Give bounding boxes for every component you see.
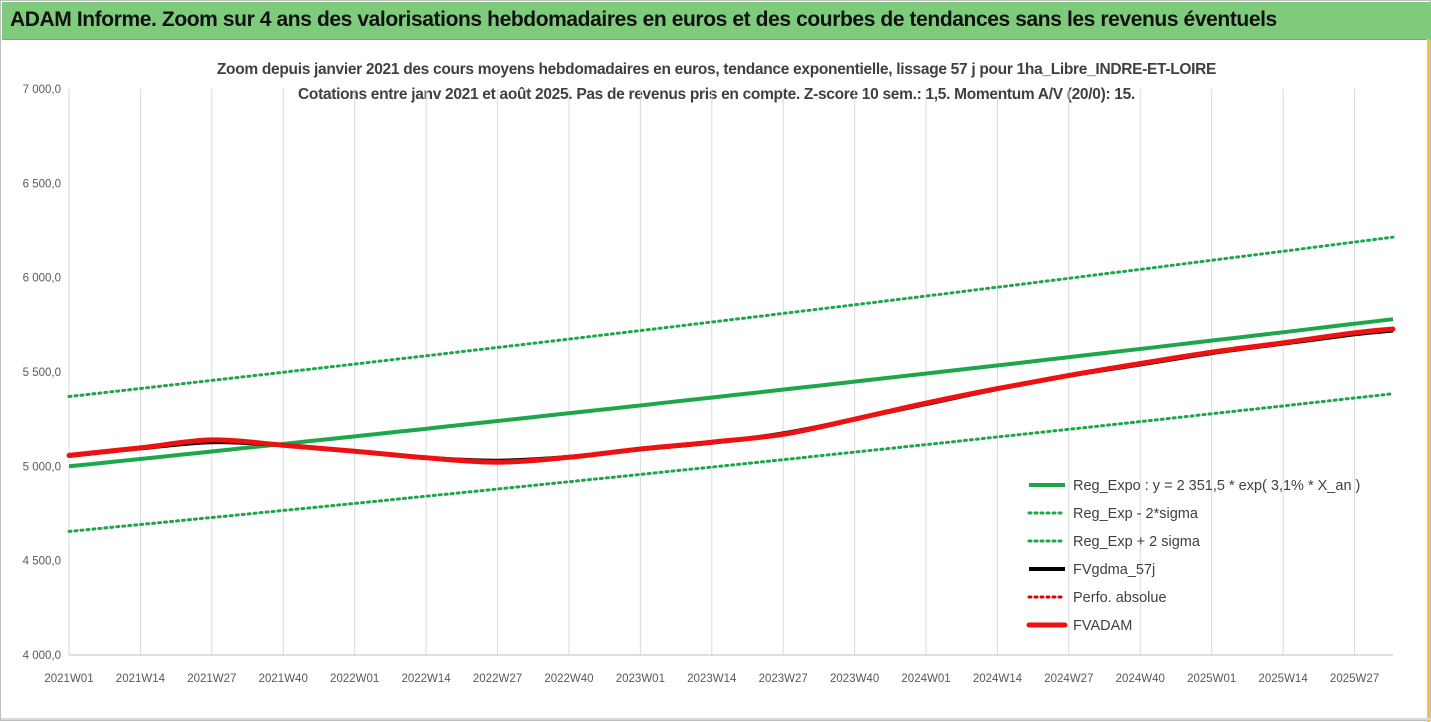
chart-series (66, 235, 1396, 533)
frame-edge-right (1427, 39, 1430, 722)
report-banner: ADAM Informe. Zoom sur 4 ans des valoris… (2, 2, 1431, 40)
frame-edge-bottom (1, 718, 1431, 720)
x-tick-label: 2024W14 (973, 673, 1023, 685)
x-axis-ticks: 2021W01 2021W14 2021W27 2021W40 2022W01 2022W… (44, 673, 1379, 685)
x-tick-label: 2022W40 (544, 673, 593, 685)
legend-label-1: Reg_Exp - 2*sigma (1073, 506, 1199, 522)
y-tick-label: 4 500,0 (23, 556, 61, 568)
x-tick-label: 2024W27 (1044, 673, 1093, 685)
x-tick-label: 2025W14 (1259, 673, 1309, 685)
legend-label-0: Reg_Expo : y = 2 351,5 * exp( 3,1% * X_a… (1073, 478, 1360, 494)
x-tick-label: 2024W40 (1116, 673, 1165, 685)
series-line-2 (67, 235, 1395, 398)
x-tick-label: 2023W40 (830, 673, 879, 685)
chart-title: Zoom depuis janvier 2021 des cours moyen… (216, 61, 1217, 78)
x-tick-label: 2021W27 (187, 673, 236, 685)
report-title: ADAM Informe. Zoom sur 4 ans des valoris… (10, 8, 1277, 31)
legend-label-5: FVADAM (1073, 618, 1132, 634)
x-tick-label: 2021W14 (116, 673, 166, 685)
y-tick-label: 7 000,0 (23, 84, 61, 96)
x-tick-label: 2021W40 (259, 673, 308, 685)
x-tick-label: 2024W01 (901, 673, 950, 685)
y-tick-label: 4 000,0 (23, 650, 61, 662)
y-tick-label: 5 500,0 (23, 367, 61, 379)
x-tick-label: 2025W01 (1187, 673, 1236, 685)
x-tick-label: 2022W14 (401, 673, 451, 685)
series-line-5 (66, 326, 1396, 465)
x-tick-label: 2025W27 (1330, 673, 1379, 685)
chart-grid (68, 89, 1356, 655)
legend-label-3: FVgdma_57j (1073, 562, 1155, 578)
series-line-1 (67, 392, 1395, 533)
y-tick-label: 6 500,0 (23, 178, 61, 190)
x-tick-label: 2022W27 (473, 673, 522, 685)
y-tick-label: 5 000,0 (23, 461, 61, 473)
y-axis-ticks: 4 000,0 4 500,0 5 000,0 5 500,0 6 000,0 6 500… (23, 84, 61, 662)
legend-label-4: Perfo. absolue (1073, 590, 1167, 606)
x-tick-label: 2023W01 (616, 673, 665, 685)
x-tick-label: 2021W01 (44, 673, 93, 685)
x-tick-label: 2023W27 (759, 673, 808, 685)
x-tick-label: 2022W01 (330, 673, 379, 685)
chart-legend: Reg_Expo : y = 2 351,5 * exp( 3,1% * X_a… (1026, 478, 1360, 634)
y-tick-label: 6 000,0 (23, 273, 61, 285)
x-tick-label: 2023W14 (687, 673, 737, 685)
legend-label-2: Reg_Exp + 2 sigma (1073, 534, 1201, 550)
